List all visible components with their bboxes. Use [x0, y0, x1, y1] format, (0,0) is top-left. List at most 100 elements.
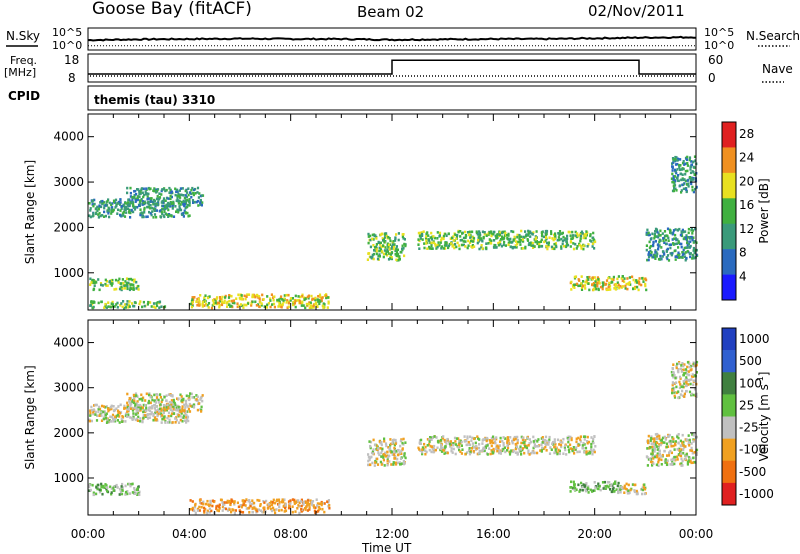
velocity-echo-cell — [496, 444, 499, 448]
power-echo-cell — [532, 246, 535, 249]
power-echo-cell — [579, 237, 582, 240]
power-echo-cell — [231, 301, 234, 304]
power-echo-cell — [556, 238, 559, 242]
power-echo-cell — [499, 238, 503, 241]
power-echo-cell — [190, 305, 194, 309]
velocity-echo-cell — [137, 403, 140, 407]
power-echo-cell — [430, 231, 433, 235]
velocity-echo-cell — [198, 509, 201, 512]
velocity-echo-cell — [678, 375, 682, 379]
power-echo-cell — [144, 192, 148, 196]
power-echo-cell — [159, 209, 162, 212]
velocity-echo-cell — [129, 401, 132, 405]
velocity-echo-cell — [370, 451, 374, 455]
power-echo-cell — [490, 242, 493, 245]
velocity-echo-cell — [397, 449, 400, 452]
velocity-echo-cell — [689, 368, 692, 372]
velocity-echo-cell — [466, 437, 469, 440]
velocity-echo-cell — [492, 435, 495, 439]
power-echo-cell — [280, 305, 283, 309]
power-echo-cell — [298, 299, 301, 303]
power-echo-cell — [689, 168, 692, 171]
velocity-echo-cell — [229, 503, 232, 507]
velocity-echo-cell — [166, 403, 169, 407]
velocity-echo-cell — [572, 480, 575, 484]
power-echo-cell — [174, 205, 177, 208]
velocity-echo-cell — [129, 484, 132, 488]
power-echo-cell — [200, 203, 203, 207]
velocity-echo-cell — [567, 445, 570, 448]
velocity-echo-cell — [647, 458, 650, 461]
power-echo-cell — [198, 192, 201, 195]
power-colorbar-tick: 20 — [739, 174, 754, 188]
velocity-echo-cell — [287, 506, 291, 510]
velocity-echo-cell — [652, 441, 655, 444]
velocity-echo-cell — [172, 408, 175, 411]
power-colorbar-tick: 4 — [739, 269, 747, 283]
velocity-echo-cell — [110, 491, 113, 494]
power-echo-cell — [544, 239, 547, 243]
power-echo-cell — [320, 299, 323, 303]
velocity-echo-cell — [454, 452, 457, 456]
velocity-echo-cell — [459, 441, 462, 445]
velocity-echo-cell — [151, 404, 154, 408]
velocity-echo-cell — [640, 488, 643, 491]
power-echo-cell — [158, 306, 161, 309]
power-echo-cell — [288, 300, 291, 304]
power-echo-cell — [686, 179, 689, 182]
velocity-echo-cell — [394, 461, 397, 465]
power-echo-cell — [111, 210, 115, 213]
power-echo-cell — [419, 231, 422, 235]
power-echo-cell — [487, 233, 490, 237]
power-echo-cell — [457, 230, 460, 234]
power-echo-cell — [128, 288, 132, 292]
velocity-echo-cell — [469, 443, 472, 447]
power-echo-cell — [404, 244, 407, 247]
velocity-echo-cell — [683, 392, 686, 396]
power-echo-cell — [215, 297, 218, 301]
power-echo-cell — [278, 301, 281, 305]
velocity-echo-cell — [394, 455, 397, 459]
power-echo-cell — [682, 248, 685, 252]
power-echo-cell — [684, 230, 687, 233]
power-echo-cell — [137, 284, 140, 288]
velocity-echo-cell — [599, 488, 602, 492]
velocity-echo-cell — [318, 507, 321, 511]
power-echo-cell — [481, 239, 484, 243]
power-echo-cell — [327, 302, 330, 305]
velocity-echo-cell — [689, 459, 692, 462]
velocity-echo-cell — [586, 435, 589, 439]
velocity-echo-cell — [682, 448, 685, 452]
velocity-echo-cell — [687, 439, 690, 442]
power-echo-cell — [477, 238, 480, 242]
power-echo-cell — [281, 298, 284, 301]
power-echo-cell — [228, 294, 231, 297]
power-echo-cell — [107, 198, 110, 201]
velocity-echo-cell — [537, 444, 540, 448]
power-echo-cell — [684, 251, 687, 254]
power-echo-cell — [176, 196, 179, 200]
power-echo-cell — [645, 244, 648, 247]
velocity-echo-cell — [312, 506, 316, 509]
velocity-echo-cell — [244, 500, 247, 503]
velocity-echo-cell — [114, 415, 117, 419]
velocity-echo-cell — [130, 407, 133, 410]
power-echo-cell — [382, 244, 385, 247]
velocity-ylabel: Slant Range [km] — [23, 365, 37, 469]
velocity-echo-cell — [376, 463, 380, 466]
velocity-echo-cell — [404, 441, 407, 444]
velocity-echo-cell — [667, 433, 670, 437]
velocity-echo-cell — [97, 483, 100, 487]
power-echo-cell — [693, 240, 696, 243]
velocity-echo-cell — [151, 398, 154, 402]
velocity-echo-cell — [404, 456, 407, 460]
velocity-echo-cell — [382, 458, 385, 462]
power-echo-cell — [690, 160, 693, 163]
velocity-colorbar-swatch — [722, 482, 736, 506]
power-echo-cell — [121, 278, 124, 281]
velocity-echo-cell — [691, 451, 694, 455]
velocity-echo-cell — [586, 486, 589, 490]
velocity-echo-cell — [690, 449, 694, 452]
velocity-echo-cell — [489, 452, 492, 456]
velocity-echo-cell — [398, 451, 401, 454]
